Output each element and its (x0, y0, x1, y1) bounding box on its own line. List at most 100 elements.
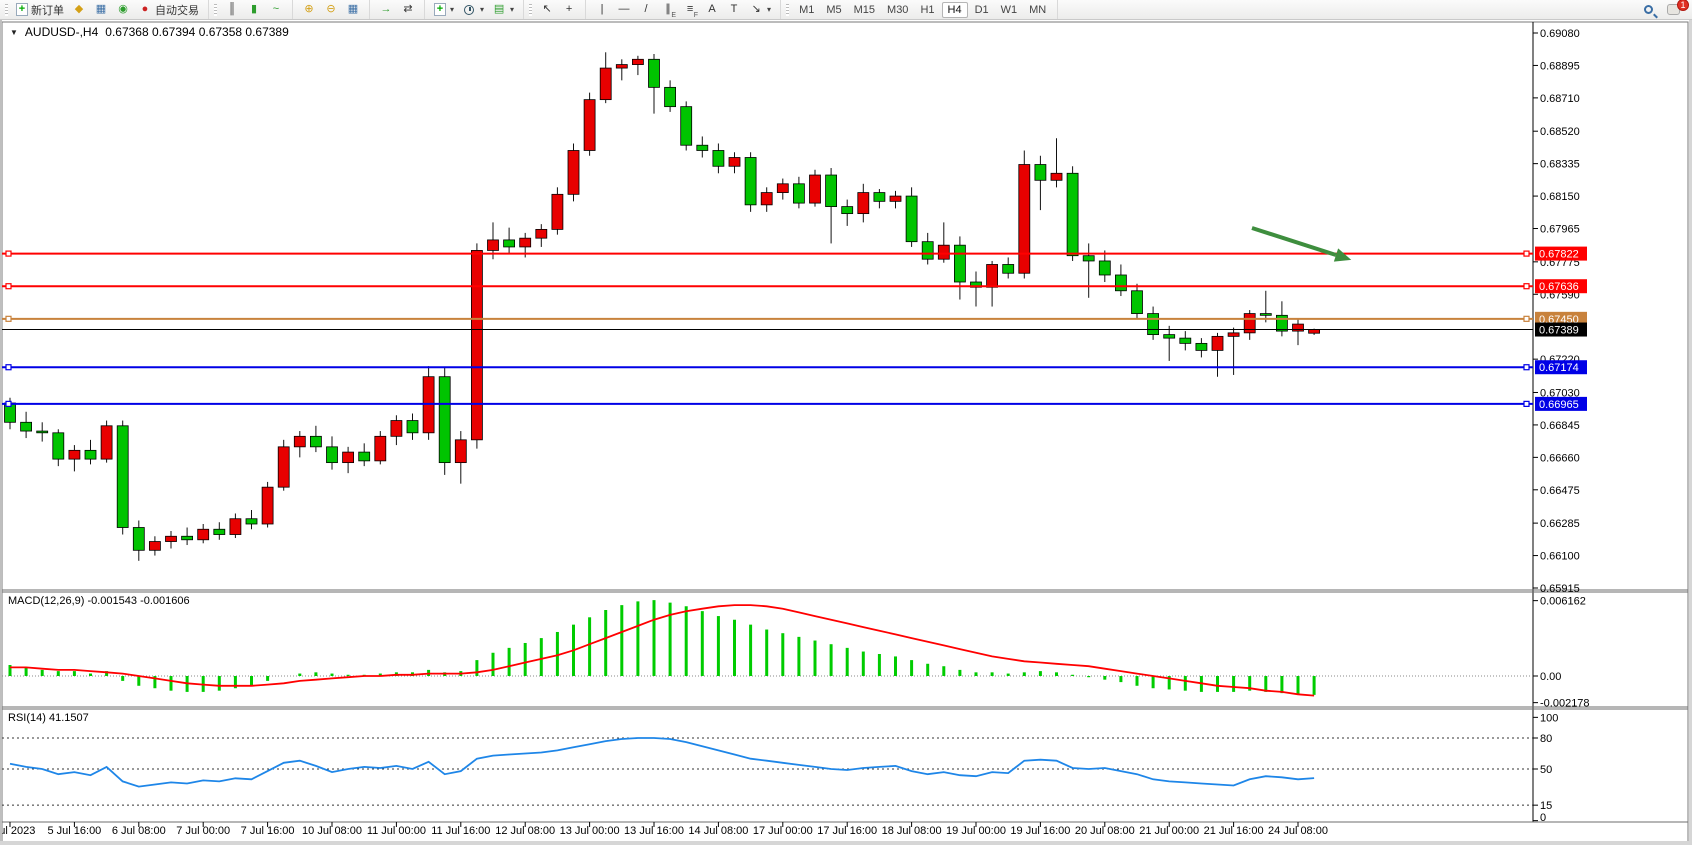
line-handle-left[interactable] (5, 364, 12, 371)
fibonacci-icon: ≡ F (686, 3, 699, 19)
candle-body (68, 449, 81, 460)
notifications-button[interactable]: 1 (1664, 0, 1689, 16)
candle-body (744, 157, 757, 206)
tf-w1-button[interactable]: W1 (1000, 3, 1018, 16)
tf-m1-button[interactable]: M1 (799, 3, 815, 16)
candle-body (776, 183, 789, 193)
tf-mn-button[interactable]: MN (1029, 3, 1047, 16)
search-icon (1644, 5, 1653, 14)
price-tick-label: 0.68520 (1540, 126, 1580, 138)
tile-windows-button[interactable]: ▦ (343, 2, 363, 18)
time-label: 20 Jul 08:00 (1075, 825, 1135, 837)
candle-body (454, 439, 467, 464)
templates-button[interactable]: ▤ ▾ (489, 2, 517, 18)
auto-trading-button[interactable]: ● 自动交易 (135, 1, 202, 19)
market-watch-button[interactable]: ▦ (91, 2, 111, 18)
candle-body (277, 446, 290, 488)
zoom-out-button[interactable]: ⊖ (321, 2, 341, 18)
toolbar-group-timeframes: M1 M5 M15 M30 H1 H4 D1 W1 MN (781, 0, 1059, 19)
price-tick-label: 0.65915 (1540, 583, 1580, 595)
candle-body (165, 535, 177, 542)
trendline-button[interactable]: / (636, 2, 656, 18)
line-chart-button[interactable]: ~ (266, 2, 286, 18)
time-label: 13 Jul 00:00 (560, 825, 620, 837)
tf-m15-button[interactable]: M15 (853, 3, 876, 16)
candle-body (1082, 255, 1095, 262)
time-label: 19 Jul 16:00 (1010, 825, 1070, 837)
line-handle-right[interactable] (1523, 364, 1530, 371)
candle-body (905, 195, 918, 243)
crosshair-button[interactable]: + (559, 2, 579, 18)
line-handle-left[interactable] (5, 250, 12, 257)
candle-body (1066, 172, 1079, 257)
ohlc-values: 0.67368 0.67394 0.67358 0.67389 (105, 25, 289, 39)
rsi-tick-label: 100 (1540, 712, 1558, 724)
text-label-button[interactable]: T (724, 2, 744, 18)
candle-body (1227, 332, 1240, 337)
text-button[interactable]: A (702, 2, 722, 18)
candle-body (680, 106, 693, 146)
indicators-button[interactable]: + ▾ (431, 2, 457, 17)
symbol-period-label: AUDUSD-,H4 (24, 25, 99, 39)
candle-body (728, 157, 741, 167)
signal-icon: ◉ (118, 3, 128, 15)
candle-body (760, 192, 773, 206)
periods-button[interactable]: ▾ (459, 2, 487, 18)
candle-body (1179, 337, 1192, 344)
line-handle-right[interactable] (1523, 250, 1530, 257)
price-tick-label: 0.69080 (1540, 28, 1580, 40)
indicators-icon: + (434, 3, 446, 16)
toolbar-grip (214, 3, 217, 16)
autoscroll-button[interactable]: → (376, 2, 396, 18)
time-label: 7 Jul 16:00 (241, 825, 295, 837)
candle-body (1211, 335, 1224, 351)
rsi-tick-label: 80 (1540, 733, 1552, 745)
zoom-in-button[interactable]: ⊕ (299, 2, 319, 18)
search-button[interactable] (1641, 4, 1656, 15)
candles-chart-button[interactable]: ▮ (244, 2, 264, 18)
candle-body (551, 193, 564, 230)
line-handle-right[interactable] (1523, 283, 1530, 290)
tf-h4-button[interactable]: H4 (941, 1, 968, 18)
tf-d1-button[interactable]: D1 (974, 3, 989, 16)
tf-h1-button[interactable]: H1 (920, 3, 935, 16)
line-handle-right[interactable] (1523, 400, 1530, 407)
cursor-button[interactable]: ↖ (537, 2, 557, 18)
crosshair-icon: + (565, 3, 573, 15)
line-handle-right[interactable] (1523, 315, 1530, 322)
macd-label: MACD(12,26,9) -0.001543 -0.001606 (8, 595, 190, 607)
tf-m30-button[interactable]: M30 (887, 3, 909, 16)
chart-menu-triangle-icon[interactable]: ▼ (10, 27, 18, 37)
arrow-annotation[interactable] (1251, 226, 1337, 257)
toolbar-grip (529, 3, 533, 16)
horizontal-line-button[interactable]: — (614, 2, 634, 18)
chart-shift-button[interactable]: ⇄ (398, 2, 418, 18)
macd-tick-label: 0.00 (1540, 671, 1561, 683)
toolbar-group-trade: + 新订单 ◆ ▦ ◉ ● 自动交易 (0, 0, 209, 19)
bars-chart-button[interactable]: ║ (222, 2, 242, 18)
shapes-button[interactable]: ↘ ▾ (746, 2, 774, 18)
vertical-line-button[interactable]: | (592, 2, 612, 18)
arrows-icon: ↘ (751, 3, 761, 15)
line-handle-left[interactable] (5, 400, 12, 407)
rsi-label: RSI(14) 41.1507 (8, 712, 89, 724)
chevron-down-icon: ▾ (450, 5, 455, 14)
charts-icon: ▦ (95, 3, 107, 15)
signals-button[interactable]: ◉ (113, 2, 133, 18)
tf-m5-button[interactable]: M5 (826, 3, 842, 16)
candle-body (52, 432, 65, 460)
fibonacci-button[interactable]: ≡ F (680, 2, 700, 19)
time-label: 14 Jul 08:00 (688, 825, 748, 837)
window-edge-right (1689, 20, 1692, 845)
candle-body (889, 195, 902, 202)
candle-body (116, 425, 129, 528)
line-handle-left[interactable] (5, 283, 12, 290)
channel-button[interactable]: ∥ E (658, 2, 678, 19)
line-handle-left[interactable] (5, 315, 12, 322)
time-label: 5 Jul 2023 (0, 825, 35, 837)
new-order-button[interactable]: + 新订单 (13, 1, 67, 19)
time-label: 21 Jul 16:00 (1204, 825, 1264, 837)
profiles-button[interactable]: ◆ (69, 2, 89, 18)
toolbar-group-zoom: ⊕ ⊖ ▦ (293, 0, 370, 19)
